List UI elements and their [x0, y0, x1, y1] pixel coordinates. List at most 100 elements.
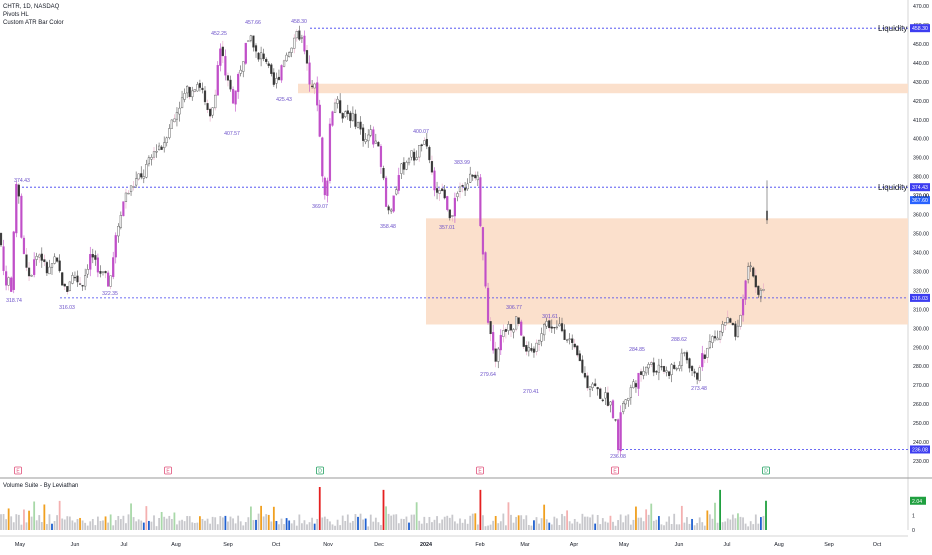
volume-bar	[425, 523, 428, 530]
candle-body	[290, 47, 293, 53]
candle-body	[400, 163, 403, 174]
candle-body	[22, 237, 26, 254]
candle-body	[441, 188, 444, 192]
candle-body	[239, 69, 242, 74]
candle-body	[489, 321, 492, 335]
volume-bar	[23, 509, 25, 530]
volume-bar	[295, 525, 298, 530]
volume-bar	[527, 524, 530, 530]
candle-body	[650, 362, 653, 365]
volume-bar	[731, 514, 734, 530]
volume-bar	[183, 521, 186, 530]
volume-bar	[339, 525, 342, 530]
volume-bar	[573, 518, 576, 530]
candle-body	[242, 61, 245, 72]
candle-body	[555, 326, 558, 329]
candle-body	[744, 280, 747, 300]
volume-bar	[443, 516, 446, 530]
volume-scale-label: 1	[912, 514, 915, 520]
candle-body	[50, 263, 54, 268]
candle-body	[12, 231, 15, 291]
candle-body	[448, 209, 451, 219]
price-tag-box	[910, 24, 930, 33]
candle-body	[104, 271, 107, 274]
candle-body	[356, 122, 360, 128]
y-tick-label: 280.00	[913, 364, 929, 370]
volume-bar	[104, 516, 107, 530]
pivot-label: 322.35	[102, 291, 118, 297]
event-marker-label: D	[764, 469, 768, 475]
candle-body	[311, 85, 314, 87]
volume-bar	[571, 523, 574, 530]
candle-body	[637, 372, 640, 389]
volume-bar	[114, 520, 117, 530]
pivot-label: 318.74	[6, 298, 22, 304]
candle-body	[558, 323, 561, 327]
pivot-label: 236.08	[610, 454, 626, 460]
candle-body	[673, 364, 676, 369]
candle-body	[662, 366, 666, 372]
volume-bar	[448, 517, 451, 530]
volume-bar	[216, 524, 219, 530]
y-tick-label: 410.00	[913, 118, 929, 124]
candle-body	[690, 366, 694, 371]
candle-body	[614, 419, 617, 421]
candle-body	[688, 358, 691, 369]
volume-bar	[163, 516, 166, 530]
indicator-atr[interactable]: Custom ATR Bar Color	[3, 20, 64, 26]
candle-body	[198, 82, 201, 88]
volume-bar	[703, 525, 706, 530]
volume-bar	[719, 489, 721, 530]
candle-body	[191, 90, 194, 98]
candle-body	[175, 111, 179, 120]
volume-bar	[563, 516, 566, 530]
x-tick-label: Mar	[520, 542, 529, 548]
candle-body	[106, 272, 110, 287]
volume-bar	[586, 516, 589, 530]
indicator-pivots[interactable]: Pivots HL	[3, 12, 29, 18]
candle-body	[609, 401, 612, 406]
symbol-title[interactable]: CHTR, 1D, NASDAQ	[3, 4, 60, 10]
event-marker-label: E	[16, 469, 20, 475]
candle-body	[729, 318, 732, 323]
candle-body	[571, 338, 574, 343]
candle-body	[63, 283, 66, 287]
volume-bar	[168, 515, 171, 530]
candle-body	[548, 320, 551, 329]
candle-body	[341, 113, 344, 119]
candle-body	[392, 195, 395, 212]
candle-body	[226, 75, 230, 81]
pivot-label: 452.25	[211, 31, 227, 37]
candle-body	[339, 100, 342, 114]
volume-bar	[275, 520, 278, 530]
volume-bar	[645, 509, 648, 530]
candle-body	[318, 104, 321, 137]
volume-title[interactable]: Volume Suite - By Leviathan	[3, 483, 79, 489]
candle-body	[512, 329, 515, 333]
volume-bar	[760, 517, 762, 530]
volume-bar	[589, 517, 591, 530]
volume-bar	[627, 514, 630, 530]
volume-bar	[196, 522, 199, 530]
volume-bar	[155, 526, 158, 530]
candle-body	[2, 246, 5, 271]
volume-bar	[420, 523, 423, 530]
volume-bar	[30, 516, 33, 530]
liquidity-annotation: Liquidity	[878, 183, 907, 192]
volume-bar	[436, 516, 438, 530]
candle-body	[685, 352, 689, 361]
candle-body	[56, 257, 59, 262]
volume-bar	[451, 514, 454, 530]
y-tick-label: 420.00	[913, 99, 929, 105]
candle-body	[499, 334, 502, 351]
volume-bar	[665, 521, 668, 530]
candle-body	[208, 108, 212, 117]
volume-bar	[191, 522, 194, 530]
event-marker-label: D	[318, 469, 322, 475]
candle-body	[418, 145, 421, 158]
volume-bar	[693, 525, 696, 530]
candle-body	[594, 383, 597, 386]
volume-bar	[400, 518, 403, 530]
